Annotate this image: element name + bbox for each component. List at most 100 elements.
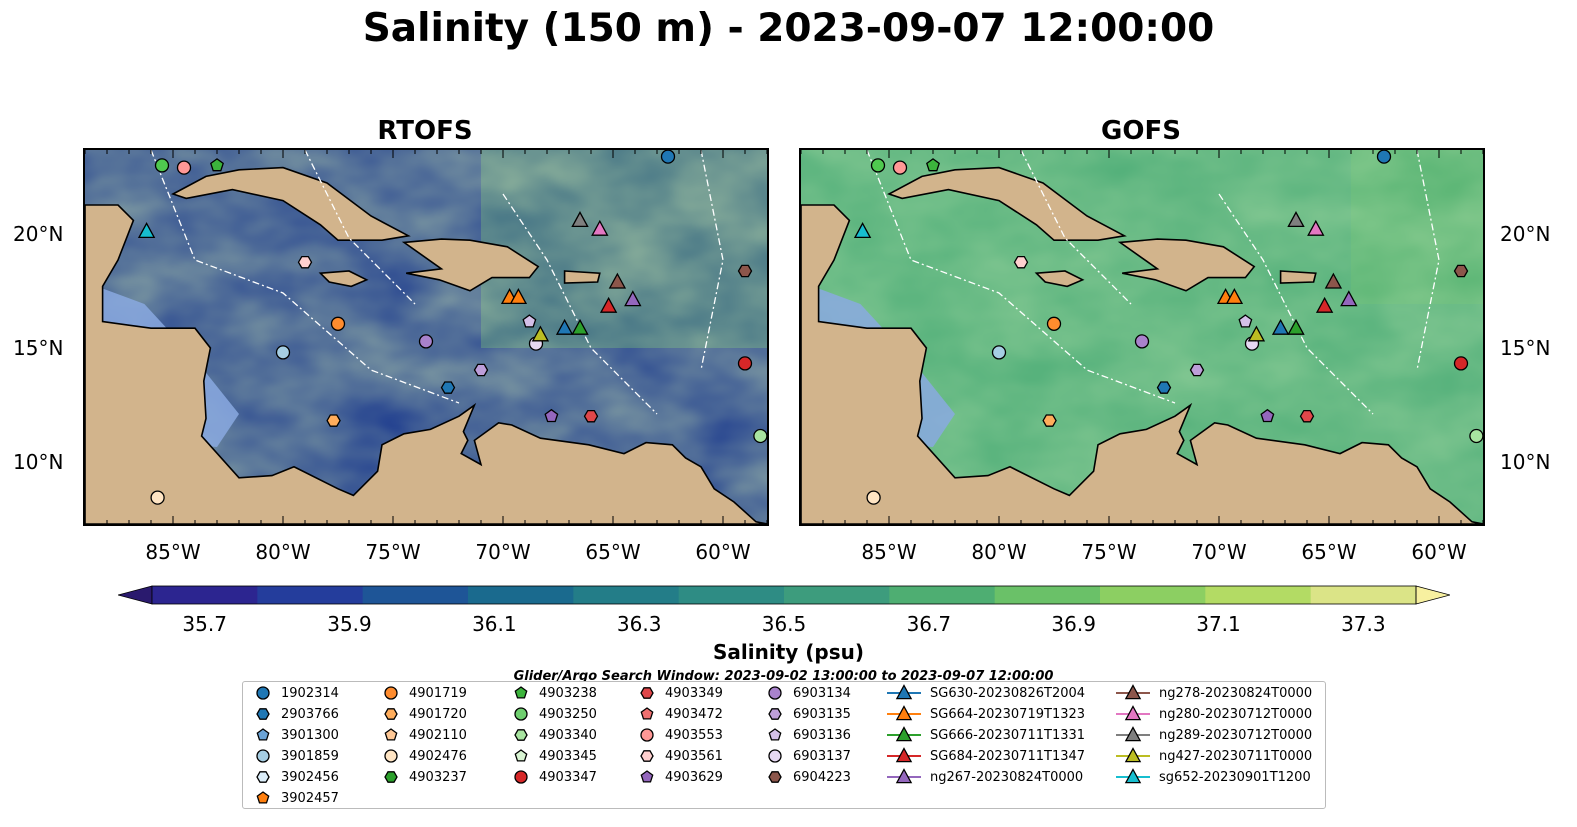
legend-marker-icon <box>1124 705 1142 721</box>
legend-label: ng278-20230824T0000 <box>1159 685 1313 701</box>
platform-marker <box>1042 414 1057 427</box>
lat-label-right-10n: 10°N <box>1500 450 1551 474</box>
platform-marker <box>1247 325 1266 342</box>
land-mass <box>1117 238 1256 292</box>
legend-label: 6903137 <box>793 748 851 764</box>
lat-label-left-20n: 20°N <box>13 222 64 246</box>
legend-item: 3902456 <box>253 767 339 787</box>
lon-label: 80°W <box>971 540 1027 564</box>
platform-marker <box>440 381 456 394</box>
search-window-text: Glider/Argo Search Window: 2023-09-02 13… <box>513 669 1054 684</box>
lon-label: 60°W <box>695 540 751 564</box>
legend-marker-icon <box>384 708 398 720</box>
lat-label-right-15n: 15°N <box>1500 336 1551 360</box>
platform-marker <box>1299 409 1315 423</box>
legend-marker-icon <box>256 749 270 763</box>
platform-marker <box>753 428 767 444</box>
legend-label: 3902457 <box>281 790 339 806</box>
platform-marker <box>571 211 589 228</box>
lon-label: 85°W <box>861 540 917 564</box>
legend-item: 3902457 <box>253 788 339 808</box>
legend-item: 6903134 <box>765 683 851 703</box>
legend-item: 4903237 <box>381 767 467 787</box>
colorbar-tick: 37.1 <box>1196 612 1241 636</box>
legend-item: 4903553 <box>637 725 723 745</box>
legend-label: ng280-20230712T0000 <box>1159 706 1313 722</box>
colorbar-tick: 35.7 <box>182 612 227 636</box>
platform-marker <box>1238 314 1253 328</box>
legend-label: 4901719 <box>409 685 467 701</box>
land-mass <box>318 270 369 288</box>
legend-label: SG630-20230826T2004 <box>930 685 1086 701</box>
legend-label: 2903766 <box>281 706 339 722</box>
legend-item: ng427-20230711T0000 <box>1115 746 1312 766</box>
lon-label: 75°W <box>365 540 421 564</box>
legend-label: SG666-20230711T1331 <box>930 727 1086 743</box>
lon-label: 80°W <box>255 540 311 564</box>
platform-marker <box>1134 334 1150 349</box>
legend-item: 6904223 <box>765 767 851 787</box>
legend-label: 4901720 <box>409 706 467 722</box>
legend-item: ng278-20230824T0000 <box>1115 683 1312 703</box>
legend-marker-icon <box>1124 684 1142 700</box>
legend-item: 6903136 <box>765 725 851 745</box>
platform-marker <box>1287 318 1305 335</box>
legend-item: SG666-20230711T1331 <box>886 725 1085 745</box>
legend-item: 4903472 <box>637 704 723 724</box>
legend-item: 4903340 <box>511 725 597 745</box>
map-panel-gofs[interactable] <box>799 148 1485 526</box>
legend-item: 4902476 <box>381 746 467 766</box>
legend-item: 4903561 <box>637 746 723 766</box>
legend-label: 4903238 <box>539 685 597 701</box>
legend-label: 4903340 <box>539 727 597 743</box>
legend-marker-icon <box>514 749 528 762</box>
platform-marker <box>1156 381 1172 394</box>
legend-item: SG684-20230711T1347 <box>886 746 1085 766</box>
legend-label: 3902456 <box>281 769 339 785</box>
legend-label: 4902110 <box>409 727 467 743</box>
legend-item: 4903349 <box>637 683 723 703</box>
legend-label: 4903347 <box>539 769 597 785</box>
platform-marker <box>531 325 550 342</box>
land-mass <box>886 166 1127 241</box>
map-panel-rtofs[interactable] <box>83 148 769 526</box>
legend-item: 3901859 <box>253 746 339 766</box>
platform-marker <box>571 318 589 335</box>
legend-item: 4903238 <box>511 683 597 703</box>
legend-marker-icon <box>514 770 528 784</box>
platform-marker <box>176 160 192 175</box>
platform-marker <box>297 255 313 269</box>
platform-marker <box>1453 264 1469 278</box>
platform-marker <box>509 288 528 305</box>
legend-marker-icon <box>1124 768 1142 784</box>
platform-marker <box>1315 296 1334 313</box>
legend-item: 6903137 <box>765 746 851 766</box>
platform-marker <box>591 219 609 236</box>
legend-label: 4903345 <box>539 748 597 764</box>
platform-marker <box>418 334 434 349</box>
colorbar <box>116 585 1452 605</box>
legend-label: 6904223 <box>793 769 851 785</box>
colorbar-tick: 35.9 <box>327 612 372 636</box>
legend-marker-icon <box>895 726 913 742</box>
legend-label: 6903136 <box>793 727 851 743</box>
legend-marker-icon <box>895 684 913 700</box>
legend-label: 1902314 <box>281 685 339 701</box>
legend-marker-icon <box>1124 726 1142 742</box>
platform-marker <box>1225 288 1244 305</box>
legend-marker-icon <box>895 768 913 784</box>
legend-item: 4902110 <box>381 725 467 745</box>
figure-title: Salinity (150 m) - 2023-09-07 12:00:00 <box>362 6 1215 51</box>
legend-item: SG664-20230719T1323 <box>886 704 1085 724</box>
lon-label: 65°W <box>585 540 641 564</box>
legend-item: ng289-20230712T0000 <box>1115 725 1312 745</box>
legend-item: 4901720 <box>381 704 467 724</box>
platform-marker <box>660 150 676 164</box>
legend-item: ng280-20230712T0000 <box>1115 704 1312 724</box>
legend-marker-icon <box>384 686 398 700</box>
land-mass <box>563 270 601 284</box>
lat-label-left-15n: 15°N <box>13 336 64 360</box>
platform-marker <box>1340 290 1358 307</box>
legend-marker-icon <box>640 687 654 699</box>
platform-marker <box>544 408 559 423</box>
